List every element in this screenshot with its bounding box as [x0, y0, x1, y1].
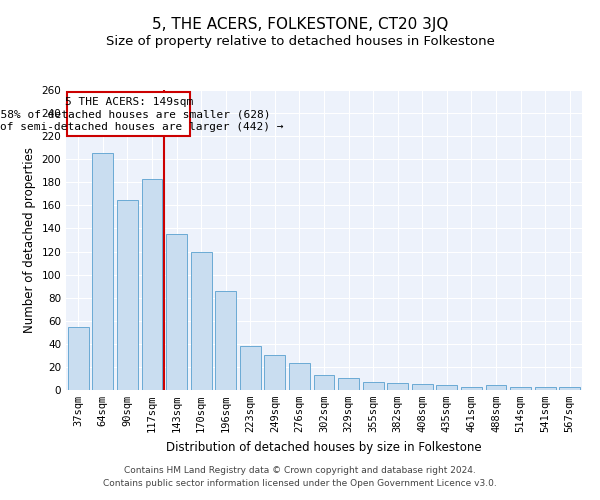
Bar — [191, 252, 212, 390]
Bar — [289, 364, 310, 390]
Bar — [215, 291, 236, 390]
Bar — [485, 386, 506, 390]
Bar — [68, 326, 89, 390]
Bar — [387, 383, 408, 390]
Bar — [240, 346, 261, 390]
Bar — [510, 386, 531, 390]
Bar — [338, 378, 359, 390]
Bar — [535, 386, 556, 390]
Bar — [362, 382, 383, 390]
Bar — [412, 384, 433, 390]
Y-axis label: Number of detached properties: Number of detached properties — [23, 147, 36, 333]
Bar — [436, 386, 457, 390]
FancyBboxPatch shape — [67, 92, 190, 136]
Text: 5, THE ACERS, FOLKESTONE, CT20 3JQ: 5, THE ACERS, FOLKESTONE, CT20 3JQ — [152, 18, 448, 32]
Bar — [92, 154, 113, 390]
Text: ← 58% of detached houses are smaller (628): ← 58% of detached houses are smaller (62… — [0, 110, 271, 120]
Bar — [314, 375, 334, 390]
Text: 5 THE ACERS: 149sqm: 5 THE ACERS: 149sqm — [65, 97, 193, 107]
Bar — [265, 356, 286, 390]
Text: Contains HM Land Registry data © Crown copyright and database right 2024.
Contai: Contains HM Land Registry data © Crown c… — [103, 466, 497, 487]
Bar — [559, 386, 580, 390]
Text: 41% of semi-detached houses are larger (442) →: 41% of semi-detached houses are larger (… — [0, 122, 284, 132]
Bar — [117, 200, 138, 390]
Bar — [461, 386, 482, 390]
X-axis label: Distribution of detached houses by size in Folkestone: Distribution of detached houses by size … — [166, 440, 482, 454]
Text: Size of property relative to detached houses in Folkestone: Size of property relative to detached ho… — [106, 35, 494, 48]
Bar — [142, 179, 163, 390]
Bar — [166, 234, 187, 390]
